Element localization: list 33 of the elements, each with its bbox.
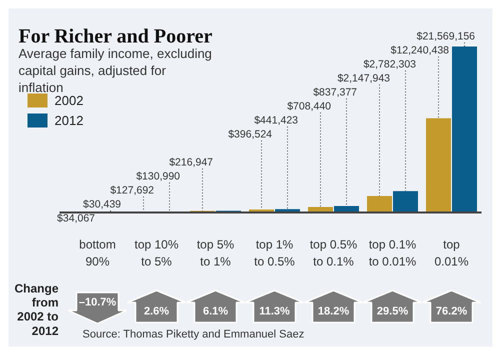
x-tick-label: bottom 90% [79, 238, 116, 268]
data-label: $21,569,156 [416, 30, 476, 42]
text: 29.5% [376, 306, 408, 318]
data-label: $12,240,438 [390, 44, 450, 56]
text: –10.7% [78, 296, 116, 308]
data-label: $708,440 [287, 100, 332, 112]
data-label: $127,692 [110, 184, 154, 196]
text: 18.2% [318, 306, 350, 318]
x-tick-label: top 0.5% to 0.1% [310, 238, 358, 268]
text: 76.2% [436, 306, 468, 318]
data-label: $2,782,303 [363, 58, 416, 70]
data-label: $837,377 [313, 86, 358, 98]
data-label: $216,947 [169, 156, 214, 168]
data-label: $130,990 [136, 170, 180, 182]
x-tick-label: top 0.01% [434, 238, 469, 268]
data-label: $396,524 [228, 128, 272, 140]
legend-label: 2002 [54, 93, 84, 108]
x-tick-label: top 10% to 5% [134, 238, 179, 268]
x-tick-label: top 1% to 0.5% [254, 238, 296, 268]
data-label: $34,067 [57, 212, 96, 224]
text: 11.3% [259, 306, 290, 318]
text: Average family income, excluding capital gains, adjusted for inflation [18, 46, 212, 95]
source-note: Source: Thomas Piketty and Emmanuel Saez [82, 328, 304, 340]
x-tick-label: top 5% to 1% [196, 238, 235, 268]
data-label: $2,147,943 [337, 72, 390, 84]
data-label: $30,439 [83, 198, 122, 210]
legend-label: 2012 [54, 113, 84, 128]
text: 6.1% [202, 306, 228, 318]
text: 2.6% [144, 306, 170, 318]
x-tick-label: top 0.1% to 0.01% [368, 238, 417, 268]
text: Change from 2002 to 2012 [14, 282, 59, 338]
data-label: $441,423 [254, 114, 298, 126]
chart-title: For Richer and Poorer [18, 26, 212, 48]
